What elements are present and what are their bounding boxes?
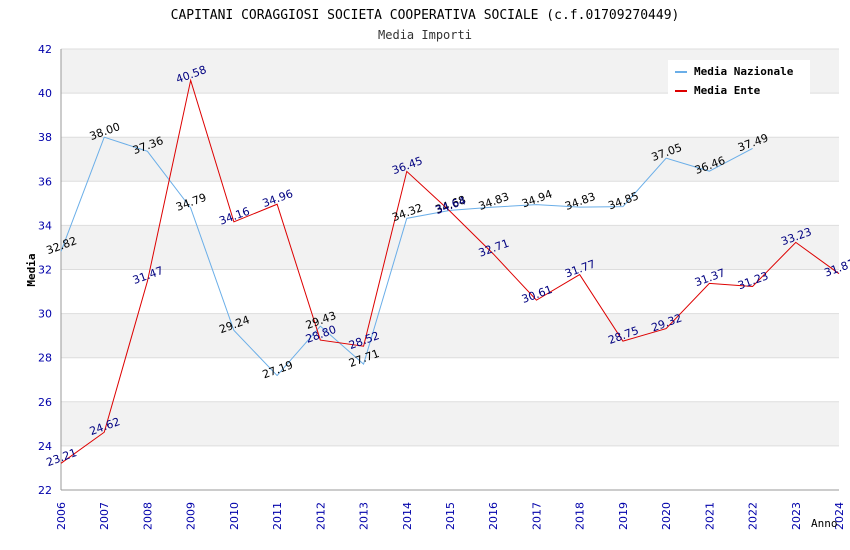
y-tick-label: 34: [38, 219, 52, 232]
series-lines: [60, 78, 840, 464]
y-tick-labels: 22 24 26 28 30 32 34 36 38 40 42: [38, 43, 52, 497]
x-tick-label: 2008: [141, 502, 154, 530]
y-tick-label: 24: [38, 440, 52, 453]
y-tick-label: 22: [38, 484, 52, 497]
x-tick-label: 2023: [790, 502, 803, 530]
x-tick-label: 2011: [271, 502, 284, 530]
legend-label-media-ente: Media Ente: [694, 84, 761, 97]
legend-item-media-nazionale: Media Nazionale: [675, 65, 794, 78]
background-band: [61, 269, 839, 314]
x-tick-label: 2006: [55, 502, 68, 530]
x-tick-label: 2014: [401, 502, 414, 530]
legend-label-media-nazionale: Media Nazionale: [694, 65, 794, 78]
y-tick-label: 26: [38, 396, 52, 409]
legend-box: [668, 60, 810, 100]
legend-item-media-ente: Media Ente: [675, 84, 761, 97]
x-tick-label: 2021: [703, 502, 716, 530]
y-tick-label: 28: [38, 352, 52, 365]
x-tick-label: 2012: [314, 502, 327, 530]
x-tick-labels: 2006 2007 2008 2009 2010 2011 2012 2013 2014 2015…: [55, 502, 846, 530]
background-band: [61, 181, 839, 226]
x-tick-label: 2022: [747, 502, 760, 530]
x-tick-label: 2016: [487, 502, 500, 530]
x-tick-label: 2013: [358, 502, 371, 530]
background-band: [61, 225, 839, 270]
background-band: [61, 137, 839, 182]
x-tick-label: 2007: [98, 502, 111, 530]
background-band: [61, 357, 839, 402]
x-tick-label: 2010: [228, 502, 241, 530]
background-band: [61, 313, 839, 358]
x-tick-label: 2009: [185, 502, 198, 530]
x-tick-label: 2018: [574, 502, 587, 530]
background-band: [61, 93, 839, 138]
y-tick-label: 36: [38, 175, 52, 188]
x-tick-label: 2024: [833, 502, 846, 530]
series-line-media-nazionale: [60, 136, 753, 377]
background-band: [61, 401, 839, 446]
background-band: [61, 445, 839, 490]
y-tick-label: 38: [38, 131, 52, 144]
y-tick-label: 32: [38, 264, 52, 277]
x-tick-label: 2019: [617, 502, 630, 530]
chart-title: CAPITANI CORAGGIOSI SOCIETA COOPERATIVA …: [171, 8, 680, 23]
y-tick-label: 42: [38, 43, 52, 56]
plot-background-bands: [61, 49, 839, 490]
x-tick-label: 2020: [660, 502, 673, 530]
chart-subtitle: Media Importi: [378, 28, 472, 42]
x-tick-label: 2015: [444, 502, 457, 530]
x-tick-label: 2017: [530, 502, 543, 530]
y-tick-label: 30: [38, 308, 52, 321]
x-axis-label: Anno: [811, 517, 838, 530]
series-line-media-ente: [60, 78, 840, 464]
y-tick-label: 40: [38, 87, 52, 100]
y-axis-label: Media: [25, 253, 38, 286]
legend: Media Nazionale Media Ente: [668, 60, 810, 100]
